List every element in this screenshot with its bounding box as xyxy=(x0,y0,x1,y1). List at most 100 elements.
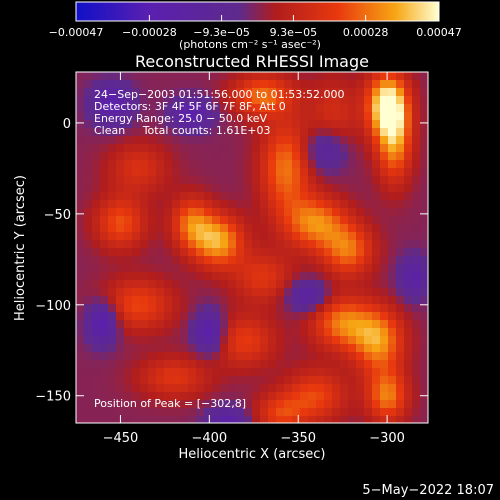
heatmap-cell xyxy=(324,136,333,145)
heatmap-cell xyxy=(364,360,373,369)
heatmap-cell xyxy=(412,344,421,353)
heatmap-cell xyxy=(156,96,165,105)
heatmap-cell xyxy=(404,392,413,401)
heatmap-cell xyxy=(116,240,125,249)
heatmap-cell xyxy=(116,112,125,121)
heatmap-cell xyxy=(292,160,301,169)
heatmap-cell xyxy=(420,344,428,353)
heatmap-cell xyxy=(276,336,285,345)
heatmap-cell xyxy=(92,296,101,305)
heatmap-cell xyxy=(260,256,269,265)
heatmap-cell xyxy=(348,368,357,377)
heatmap-cell xyxy=(188,160,197,169)
heatmap-cell xyxy=(156,184,165,193)
heatmap-cell xyxy=(156,232,165,241)
heatmap-cell xyxy=(276,208,285,217)
heatmap-cell xyxy=(196,104,205,113)
heatmap-cell xyxy=(348,152,357,161)
heatmap-cell xyxy=(164,376,173,385)
heatmap-cell xyxy=(180,176,189,185)
heatmap-cell xyxy=(132,264,141,273)
heatmap-cell xyxy=(220,104,229,113)
heatmap-cell xyxy=(76,176,85,185)
heatmap-cell xyxy=(188,112,197,121)
heatmap-cell xyxy=(292,288,301,297)
heatmap-cell xyxy=(308,408,317,417)
heatmap-cell xyxy=(228,400,237,409)
heatmap-cell xyxy=(196,208,205,217)
heatmap-cell xyxy=(364,128,373,137)
heatmap-cell xyxy=(276,248,285,257)
heatmap-cell xyxy=(420,192,428,201)
heatmap-cell xyxy=(236,408,245,417)
heatmap-cell xyxy=(84,304,93,313)
heatmap-cell xyxy=(252,328,261,337)
heatmap-cell xyxy=(340,264,349,273)
heatmap-cell xyxy=(172,112,181,121)
heatmap-cell xyxy=(300,328,309,337)
heatmap-cell xyxy=(84,80,93,89)
heatmap-cell xyxy=(164,144,173,153)
heatmap-cell xyxy=(316,160,325,169)
heatmap-cell xyxy=(156,72,165,81)
heatmap-cell xyxy=(84,336,93,345)
heatmap-cell xyxy=(388,384,397,393)
heatmap-cell xyxy=(220,128,229,137)
heatmap-cell xyxy=(332,400,341,409)
heatmap-cell xyxy=(220,264,229,273)
heatmap-cell xyxy=(76,80,85,89)
heatmap-cell xyxy=(396,160,405,169)
heatmap-cell xyxy=(228,232,237,241)
heatmap-cell xyxy=(284,376,293,385)
heatmap-cell xyxy=(404,280,413,289)
heatmap-cell xyxy=(420,152,428,161)
heatmap-cell xyxy=(220,416,229,423)
heatmap-cell xyxy=(252,232,261,241)
heatmap-cell xyxy=(260,224,269,233)
heatmap-cell xyxy=(116,96,125,105)
heatmap-cell xyxy=(324,176,333,185)
heatmap-cell xyxy=(92,328,101,337)
heatmap-cell xyxy=(220,272,229,281)
heatmap-cell xyxy=(100,88,109,97)
heatmap-cell xyxy=(108,392,117,401)
heatmap-cell xyxy=(180,152,189,161)
heatmap-cell xyxy=(388,232,397,241)
heatmap-cell xyxy=(148,264,157,273)
heatmap-cell xyxy=(300,272,309,281)
heatmap-cell xyxy=(364,264,373,273)
heatmap-cell xyxy=(260,392,269,401)
heatmap-cell xyxy=(100,240,109,249)
heatmap-cell xyxy=(172,80,181,89)
heatmap-cell xyxy=(212,72,221,81)
heatmap-cell xyxy=(364,256,373,265)
heatmap-cell xyxy=(252,216,261,225)
heatmap-cell xyxy=(396,408,405,417)
heatmap-cell xyxy=(372,168,381,177)
heatmap-cell xyxy=(124,256,133,265)
heatmap-cell xyxy=(164,328,173,337)
heatmap-cell xyxy=(244,72,253,81)
heatmap-cell xyxy=(356,184,365,193)
heatmap-cell xyxy=(308,168,317,177)
heatmap-cell xyxy=(260,400,269,409)
heatmap-cell xyxy=(260,112,269,121)
heatmap-cell xyxy=(340,144,349,153)
heatmap-cell xyxy=(164,304,173,313)
heatmap-cell xyxy=(220,176,229,185)
heatmap-cells xyxy=(76,72,428,423)
heatmap-cell xyxy=(332,168,341,177)
heatmap-cell xyxy=(172,360,181,369)
heatmap-cell xyxy=(340,248,349,257)
annotation-detectors: Detectors: 3F 4F 5F 6F 7F 8F, Att 0 xyxy=(94,100,286,113)
heatmap-cell xyxy=(364,192,373,201)
heatmap-cell xyxy=(340,112,349,121)
heatmap-cell xyxy=(316,192,325,201)
heatmap-cell xyxy=(124,160,133,169)
heatmap-cell xyxy=(404,376,413,385)
heatmap-cell xyxy=(132,96,141,105)
heatmap-cell xyxy=(84,376,93,385)
heatmap-cell xyxy=(324,264,333,273)
heatmap-cell xyxy=(412,96,421,105)
heatmap-cell xyxy=(364,152,373,161)
